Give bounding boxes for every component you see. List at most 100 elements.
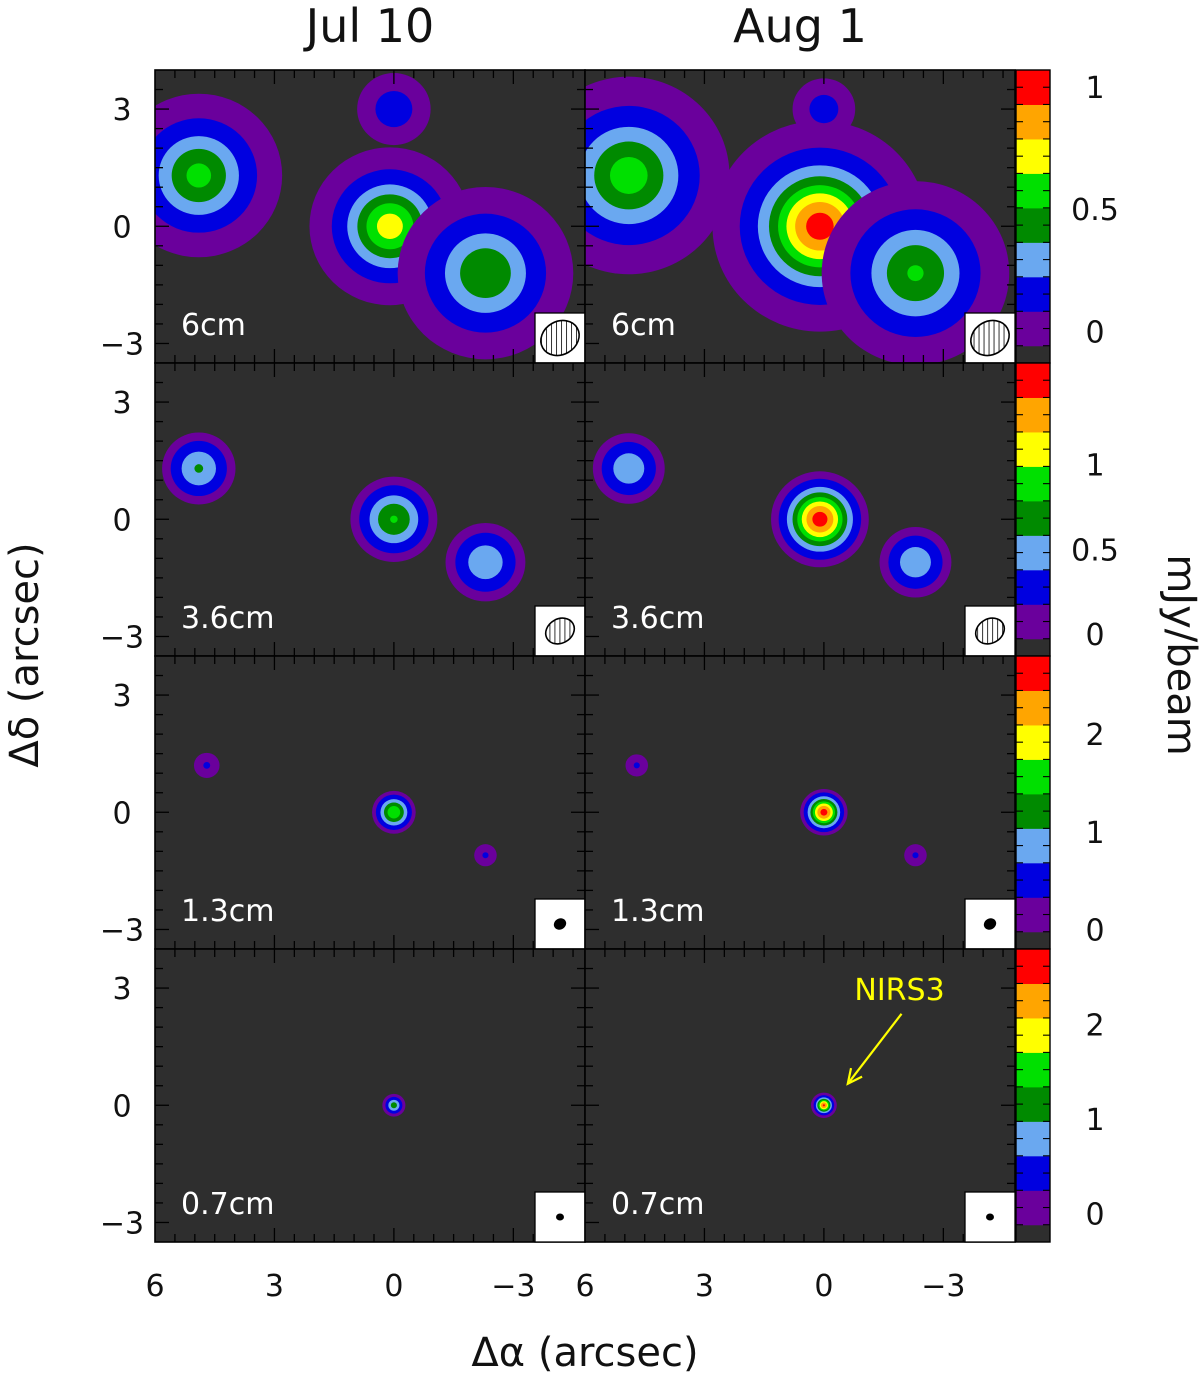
colorbar-tick-label: 1 [1085,449,1104,484]
colorbar-segment [1016,1104,1050,1122]
colorbar-segment [1016,207,1050,226]
band-label: 6cm [611,308,676,343]
panel-3.6cm-aug1: 3.6cm [584,362,1016,657]
panel-0.7cm-jul10: 0.7cm [154,948,586,1243]
y-tick-label: 0 [112,210,131,245]
panel-ticks [585,363,1015,656]
source-3 [821,181,1010,363]
y-tick-label: 0 [112,1089,131,1124]
colorbar-segment [1016,897,1050,916]
source-2 [771,471,869,568]
panel-ticks [155,363,585,656]
colorbar-segment [1016,276,1050,295]
colorbar-segment [1016,104,1050,123]
colorbar-segment [1016,724,1050,743]
panel-6cm-aug1: 6cm [584,69,1016,364]
beam-ellipse [986,1213,994,1221]
colorbar-segment [1016,397,1050,416]
beam-ellipse [540,319,580,357]
band-label: 3.6cm [181,601,274,636]
band-label: 0.7cm [181,1187,274,1222]
source-1 [625,754,649,777]
annotation-arrow [846,1013,903,1085]
x-tick-label: 6 [575,1269,594,1304]
source-2 [372,790,416,834]
source-3 [474,844,497,867]
beam-ellipse [553,918,567,930]
x-tick-label: −3 [491,1269,535,1304]
panel-3.6cm-jul10: 3.6cm [154,362,586,657]
y-tick-label: 3 [112,386,131,421]
colorbar-segment [1016,931,1050,950]
source-4 [792,78,856,140]
colorbar-segment [1016,190,1050,209]
beam-box [534,312,586,364]
beam-box [964,898,1016,950]
source-4 [357,73,431,146]
colorbar-segment [1016,1069,1050,1088]
source-3 [904,844,927,867]
y-tick-label: −3 [100,913,144,948]
colorbar-segment [1016,483,1050,502]
source-3 [445,523,526,602]
colorbar-segment [1016,87,1050,105]
source-level [482,852,489,859]
x-tick-label: 0 [814,1269,833,1304]
colorbar-segment [1016,1121,1050,1140]
panel-ticks [155,949,585,1242]
colorbar-segment [1016,759,1050,778]
colorbar-segment [1016,1224,1050,1243]
y-tick-label: −3 [100,620,144,655]
colorbar-segment [1016,811,1050,829]
colorbar-segment [1016,707,1050,726]
annotation-arrowhead [846,1067,863,1086]
colorbar-segment [1016,880,1050,898]
colorbar-segment [1016,1035,1050,1053]
panel-ticks [585,70,1015,363]
source-1 [585,76,730,275]
source-level [194,464,204,473]
colorbar-segment [1016,587,1050,605]
column-title-jul10: Jul 10 [303,0,435,53]
panel-background [585,949,1015,1242]
colorbar-segment [1016,363,1050,381]
panel-background [155,656,585,949]
colorbar-segment [1016,949,1050,967]
source-level [820,808,828,816]
x-tick-labels: 6 3 0 −3 6 3 0 −3 [145,1269,965,1304]
colorbar-segment [1016,225,1050,243]
source-level [809,94,839,124]
beam-box [964,312,1016,364]
y-tick-label: 3 [112,679,131,714]
source-level [815,222,825,231]
y-tick-label: −3 [100,327,144,362]
beam-box [964,605,1016,657]
colorbar-segment [1016,449,1050,467]
colorbar-segment [1016,656,1050,674]
colorbar-segment [1016,466,1050,485]
source-level [389,808,398,817]
source-1 [162,432,236,505]
colorbar-segment [1016,914,1050,933]
source-level [912,852,919,859]
colorbar-segment [1016,690,1050,709]
source-2 [350,476,438,562]
source-level [468,256,503,290]
colorbar-segment [1016,1138,1050,1157]
beam-ellipse [983,918,997,930]
colorbar-segment [1016,828,1050,847]
colorbar-segment [1016,173,1050,192]
annotation-label: NIRS3 [854,973,944,1008]
source-1 [382,1093,406,1117]
colorbar-tick-label: 0 [1085,913,1104,948]
beam-ellipse [556,1213,564,1221]
colorbar-segment [1016,1155,1050,1174]
colorbar-0.7cm: 0 1 2 [1015,948,1105,1243]
colorbar-segment [1016,776,1050,795]
colorbar-segment [1016,742,1050,760]
colorbar-tick-label: 0 [1085,618,1104,653]
colorbar-segment [1016,431,1050,450]
colorbar-segment [1016,242,1050,261]
